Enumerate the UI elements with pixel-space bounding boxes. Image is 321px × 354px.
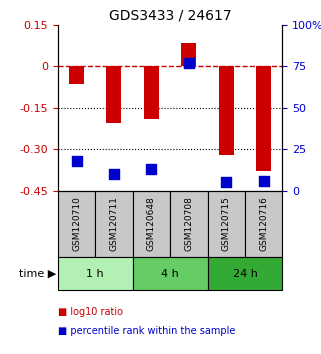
Title: GDS3433 / 24617: GDS3433 / 24617 [109,8,231,22]
FancyBboxPatch shape [170,191,208,257]
Point [111,171,117,177]
Text: GSM120648: GSM120648 [147,196,156,251]
Text: GSM120711: GSM120711 [109,196,118,251]
Bar [219,66,234,155]
FancyBboxPatch shape [133,257,208,290]
Point [186,60,191,66]
Bar [107,66,121,123]
Text: GSM120716: GSM120716 [259,196,268,251]
Text: 24 h: 24 h [233,269,257,279]
Point [224,179,229,185]
Text: 4 h: 4 h [161,269,179,279]
Text: GSM120715: GSM120715 [222,196,231,251]
FancyBboxPatch shape [208,257,282,290]
FancyBboxPatch shape [133,191,170,257]
Text: ■ log10 ratio: ■ log10 ratio [58,307,123,316]
FancyBboxPatch shape [58,191,95,257]
Text: 1 h: 1 h [86,269,104,279]
Text: ■ percentile rank within the sample: ■ percentile rank within the sample [58,326,235,336]
Text: GSM120710: GSM120710 [72,196,81,251]
Point [149,166,154,172]
Text: GSM120708: GSM120708 [184,196,193,251]
Point [261,178,266,184]
Bar [256,66,271,171]
FancyBboxPatch shape [245,191,282,257]
Bar [144,66,159,119]
Point [74,158,79,164]
Bar [181,43,196,66]
FancyBboxPatch shape [58,257,133,290]
FancyBboxPatch shape [208,191,245,257]
FancyBboxPatch shape [95,191,133,257]
Text: time ▶: time ▶ [19,269,56,279]
Bar [69,66,84,84]
